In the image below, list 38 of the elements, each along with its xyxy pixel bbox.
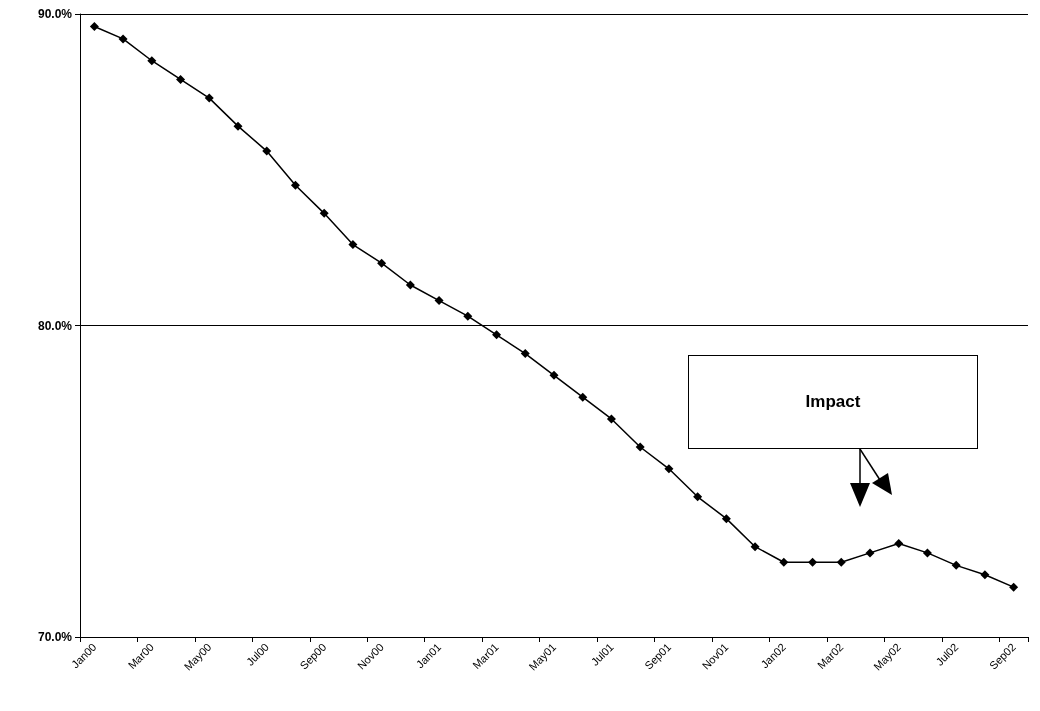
point [664,464,674,474]
point [233,121,243,131]
y-tick-label: 80.0% [37,318,73,333]
point [147,56,157,66]
point [836,557,846,567]
point [578,392,588,402]
point [319,208,329,218]
point [520,349,530,359]
point [894,539,904,549]
point [606,414,616,424]
point [721,514,731,524]
point [635,442,645,452]
point [405,280,415,290]
point [434,296,444,306]
point [89,21,99,31]
point [348,240,358,250]
point [693,492,703,502]
y-tick-label: 70.0% [37,630,73,644]
point [1009,582,1019,592]
annotation: Impact [805,392,861,412]
point [980,570,990,580]
point [922,548,932,558]
point [463,311,473,321]
point [865,548,875,558]
point [750,542,760,552]
point [118,34,128,44]
point [549,370,559,380]
point [262,146,272,156]
callout-box: Impact [688,355,978,449]
point [290,180,300,190]
point [492,330,502,340]
y-tick-label: 90.0% [37,7,73,21]
point [176,74,186,84]
point [377,258,387,268]
point [204,93,214,103]
point [808,557,818,567]
point [951,560,961,570]
point [779,557,789,567]
